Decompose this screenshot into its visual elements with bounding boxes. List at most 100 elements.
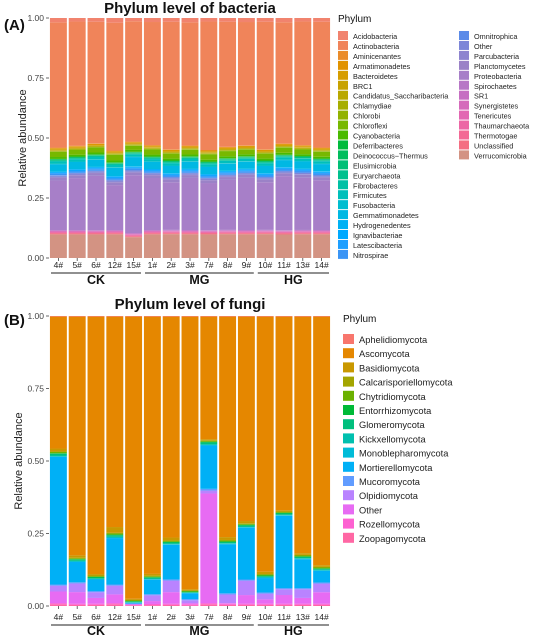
x-tick-label: 14#	[315, 260, 329, 270]
bar-segment	[237, 604, 255, 606]
bar-segment	[87, 144, 105, 146]
legend-swatch	[338, 50, 348, 60]
legend-title: Phylum	[343, 314, 376, 325]
bar-segment	[143, 316, 161, 317]
bar-segment	[219, 147, 237, 148]
bar-segment	[125, 600, 143, 602]
legend-label: Proteobacteria	[474, 72, 522, 81]
bar-segment	[181, 599, 199, 601]
bar-segment	[87, 576, 105, 578]
bar-segment	[219, 163, 237, 171]
bar-segment	[68, 170, 86, 172]
legend-swatch	[343, 504, 354, 515]
bar-segment	[143, 594, 161, 596]
legend-label: Spirochaetes	[474, 82, 517, 91]
bar-segment	[256, 179, 274, 183]
bar-segment	[256, 593, 274, 600]
bar-segment	[313, 171, 331, 173]
legend-label: Bacteroidetes	[353, 72, 398, 81]
chart-panel-1: Phylum level of bacteria (A) 0.00 0.25 0.50 0…	[4, 0, 530, 287]
bar-segment	[143, 579, 161, 580]
bar-segment	[49, 452, 67, 454]
legend-swatch	[338, 120, 348, 130]
bar-segment	[294, 149, 312, 155]
bar-segment	[106, 533, 124, 535]
bar-segment	[143, 159, 161, 162]
bar-segment	[256, 316, 274, 572]
bar-segment	[219, 542, 237, 544]
bar-segment	[181, 593, 199, 600]
bar-segment	[219, 151, 237, 157]
bar-segment	[49, 18, 67, 23]
x-tick-label: 11#	[277, 260, 291, 270]
bar-segment	[200, 180, 218, 184]
legend-label: Thermotogae	[474, 132, 517, 141]
bar-segment	[181, 146, 199, 148]
bar-segment	[106, 316, 124, 528]
bar-segment	[162, 231, 180, 233]
bar-segment	[87, 152, 105, 155]
bar-segment	[200, 439, 218, 441]
bar-segment	[87, 233, 105, 235]
bar-segment	[219, 177, 237, 180]
bar-segment	[87, 575, 105, 577]
bar-segment	[125, 154, 143, 157]
x-tick-label: 12#	[108, 260, 122, 270]
bar-segment	[181, 18, 199, 23]
bar-segment	[162, 234, 180, 258]
bar-segment	[162, 153, 180, 159]
bar-segment	[68, 234, 86, 258]
bar-segment	[49, 164, 67, 172]
bar-segment	[125, 144, 143, 145]
legend-swatch	[338, 110, 348, 120]
legend-label: Other	[474, 42, 493, 51]
bar-segment	[200, 445, 218, 489]
legend-swatch	[459, 70, 469, 80]
bar-segment	[106, 154, 124, 161]
legend-swatch	[343, 405, 354, 415]
bar-segment	[200, 233, 218, 235]
bar-segment	[181, 177, 199, 231]
legend-label: Other	[359, 505, 382, 515]
bar-segment	[68, 162, 86, 170]
bar-segment	[294, 597, 312, 604]
panel-label: (B)	[4, 312, 25, 329]
legend-label: Unclassified	[474, 141, 513, 150]
bar-segment	[237, 526, 255, 528]
bar-segment	[275, 515, 293, 589]
bar-segment	[219, 537, 237, 540]
x-tick-label: 1#	[148, 260, 158, 270]
legend-label: Actinobacteria	[353, 42, 400, 51]
bar-segment	[125, 149, 143, 152]
bar-segment	[200, 316, 218, 440]
bar-segment	[200, 167, 218, 175]
legend-swatch	[459, 80, 469, 90]
bar-segment	[219, 544, 237, 594]
bar-segment	[106, 160, 124, 163]
bar-segment	[143, 316, 161, 574]
bar-segment	[256, 231, 274, 233]
legend-label: Chytridiomycota	[359, 392, 426, 402]
bar-segment	[200, 316, 218, 317]
bar-segment	[275, 156, 293, 157]
legend-label: Acidobacteria	[353, 32, 398, 41]
bar-segment	[200, 442, 218, 445]
bar-segment	[256, 233, 274, 235]
bar-segment	[162, 175, 180, 177]
bar-segment	[181, 590, 199, 591]
bar-segment	[68, 555, 86, 558]
x-tick-label: 15#	[127, 612, 141, 622]
bar-segment	[256, 163, 274, 166]
bar-segment	[256, 153, 274, 159]
legend-label: Euryarchaeota	[353, 171, 401, 180]
bar-segment	[68, 178, 86, 231]
legend-label: Thaumarchaeota	[474, 122, 530, 131]
bar-segment	[106, 164, 124, 168]
bar-segment	[237, 175, 255, 178]
bar-segment	[275, 510, 293, 512]
bar-segment	[275, 588, 293, 590]
bar-segment	[49, 150, 67, 151]
bar-segment	[219, 176, 237, 178]
bar-segment	[125, 170, 143, 172]
bar-segment	[181, 316, 199, 590]
